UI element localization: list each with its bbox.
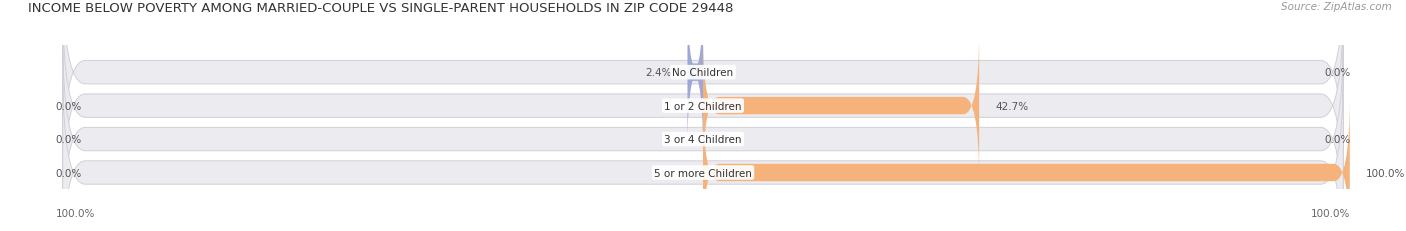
Text: 42.7%: 42.7% — [995, 101, 1028, 111]
Text: 100.0%: 100.0% — [56, 208, 96, 218]
Text: 0.0%: 0.0% — [1324, 68, 1350, 78]
Text: 0.0%: 0.0% — [1324, 134, 1350, 144]
Text: 100.0%: 100.0% — [1367, 168, 1406, 178]
Text: 5 or more Children: 5 or more Children — [654, 168, 752, 178]
FancyBboxPatch shape — [688, 0, 703, 147]
Text: 0.0%: 0.0% — [56, 168, 82, 178]
Text: 0.0%: 0.0% — [56, 101, 82, 111]
FancyBboxPatch shape — [703, 32, 979, 181]
FancyBboxPatch shape — [703, 98, 1350, 231]
FancyBboxPatch shape — [63, 68, 1343, 231]
Text: 2.4%: 2.4% — [645, 68, 671, 78]
FancyBboxPatch shape — [63, 35, 1343, 231]
Text: 1 or 2 Children: 1 or 2 Children — [664, 101, 742, 111]
FancyBboxPatch shape — [63, 0, 1343, 178]
Text: 3 or 4 Children: 3 or 4 Children — [664, 134, 742, 144]
Text: 100.0%: 100.0% — [1310, 208, 1350, 218]
Text: INCOME BELOW POVERTY AMONG MARRIED-COUPLE VS SINGLE-PARENT HOUSEHOLDS IN ZIP COD: INCOME BELOW POVERTY AMONG MARRIED-COUPL… — [28, 2, 734, 15]
Text: 0.0%: 0.0% — [56, 134, 82, 144]
FancyBboxPatch shape — [63, 1, 1343, 211]
Text: No Children: No Children — [672, 68, 734, 78]
Text: Source: ZipAtlas.com: Source: ZipAtlas.com — [1281, 2, 1392, 12]
